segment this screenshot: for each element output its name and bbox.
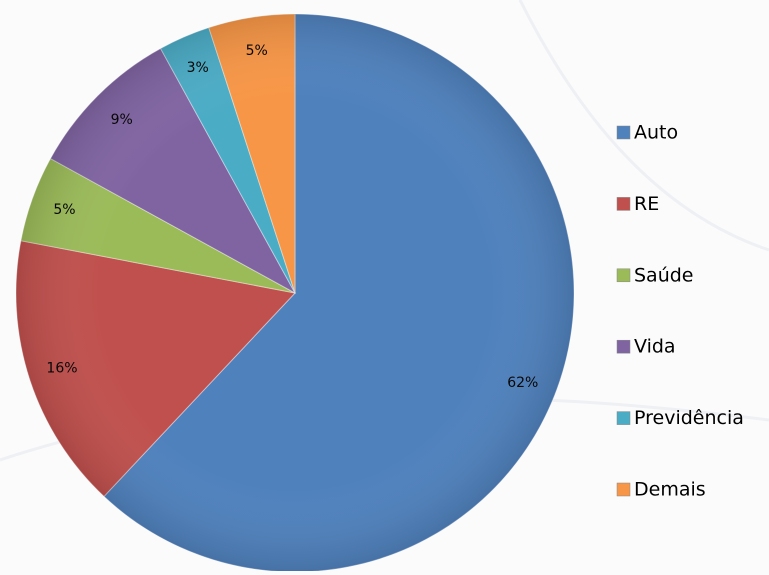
legend-label: Demais <box>634 479 706 501</box>
data-label: 9% <box>111 112 133 128</box>
legend-label: Auto <box>634 122 678 144</box>
legend-swatch <box>616 482 631 497</box>
legend-label: Saúde <box>634 264 694 286</box>
legend-swatch <box>616 339 631 354</box>
legend-label: Previdência <box>634 407 744 429</box>
data-label: 5% <box>246 43 268 59</box>
legend-swatch <box>616 125 631 140</box>
data-label: 5% <box>53 202 75 218</box>
legend-swatch <box>616 197 631 211</box>
legend-label: Vida <box>634 336 676 358</box>
legend-label: RE <box>634 193 659 215</box>
data-label: 62% <box>507 375 538 391</box>
data-label: 16% <box>46 361 77 377</box>
data-label: 3% <box>187 60 209 76</box>
legend-swatch <box>616 268 631 283</box>
legend-swatch <box>616 411 631 425</box>
